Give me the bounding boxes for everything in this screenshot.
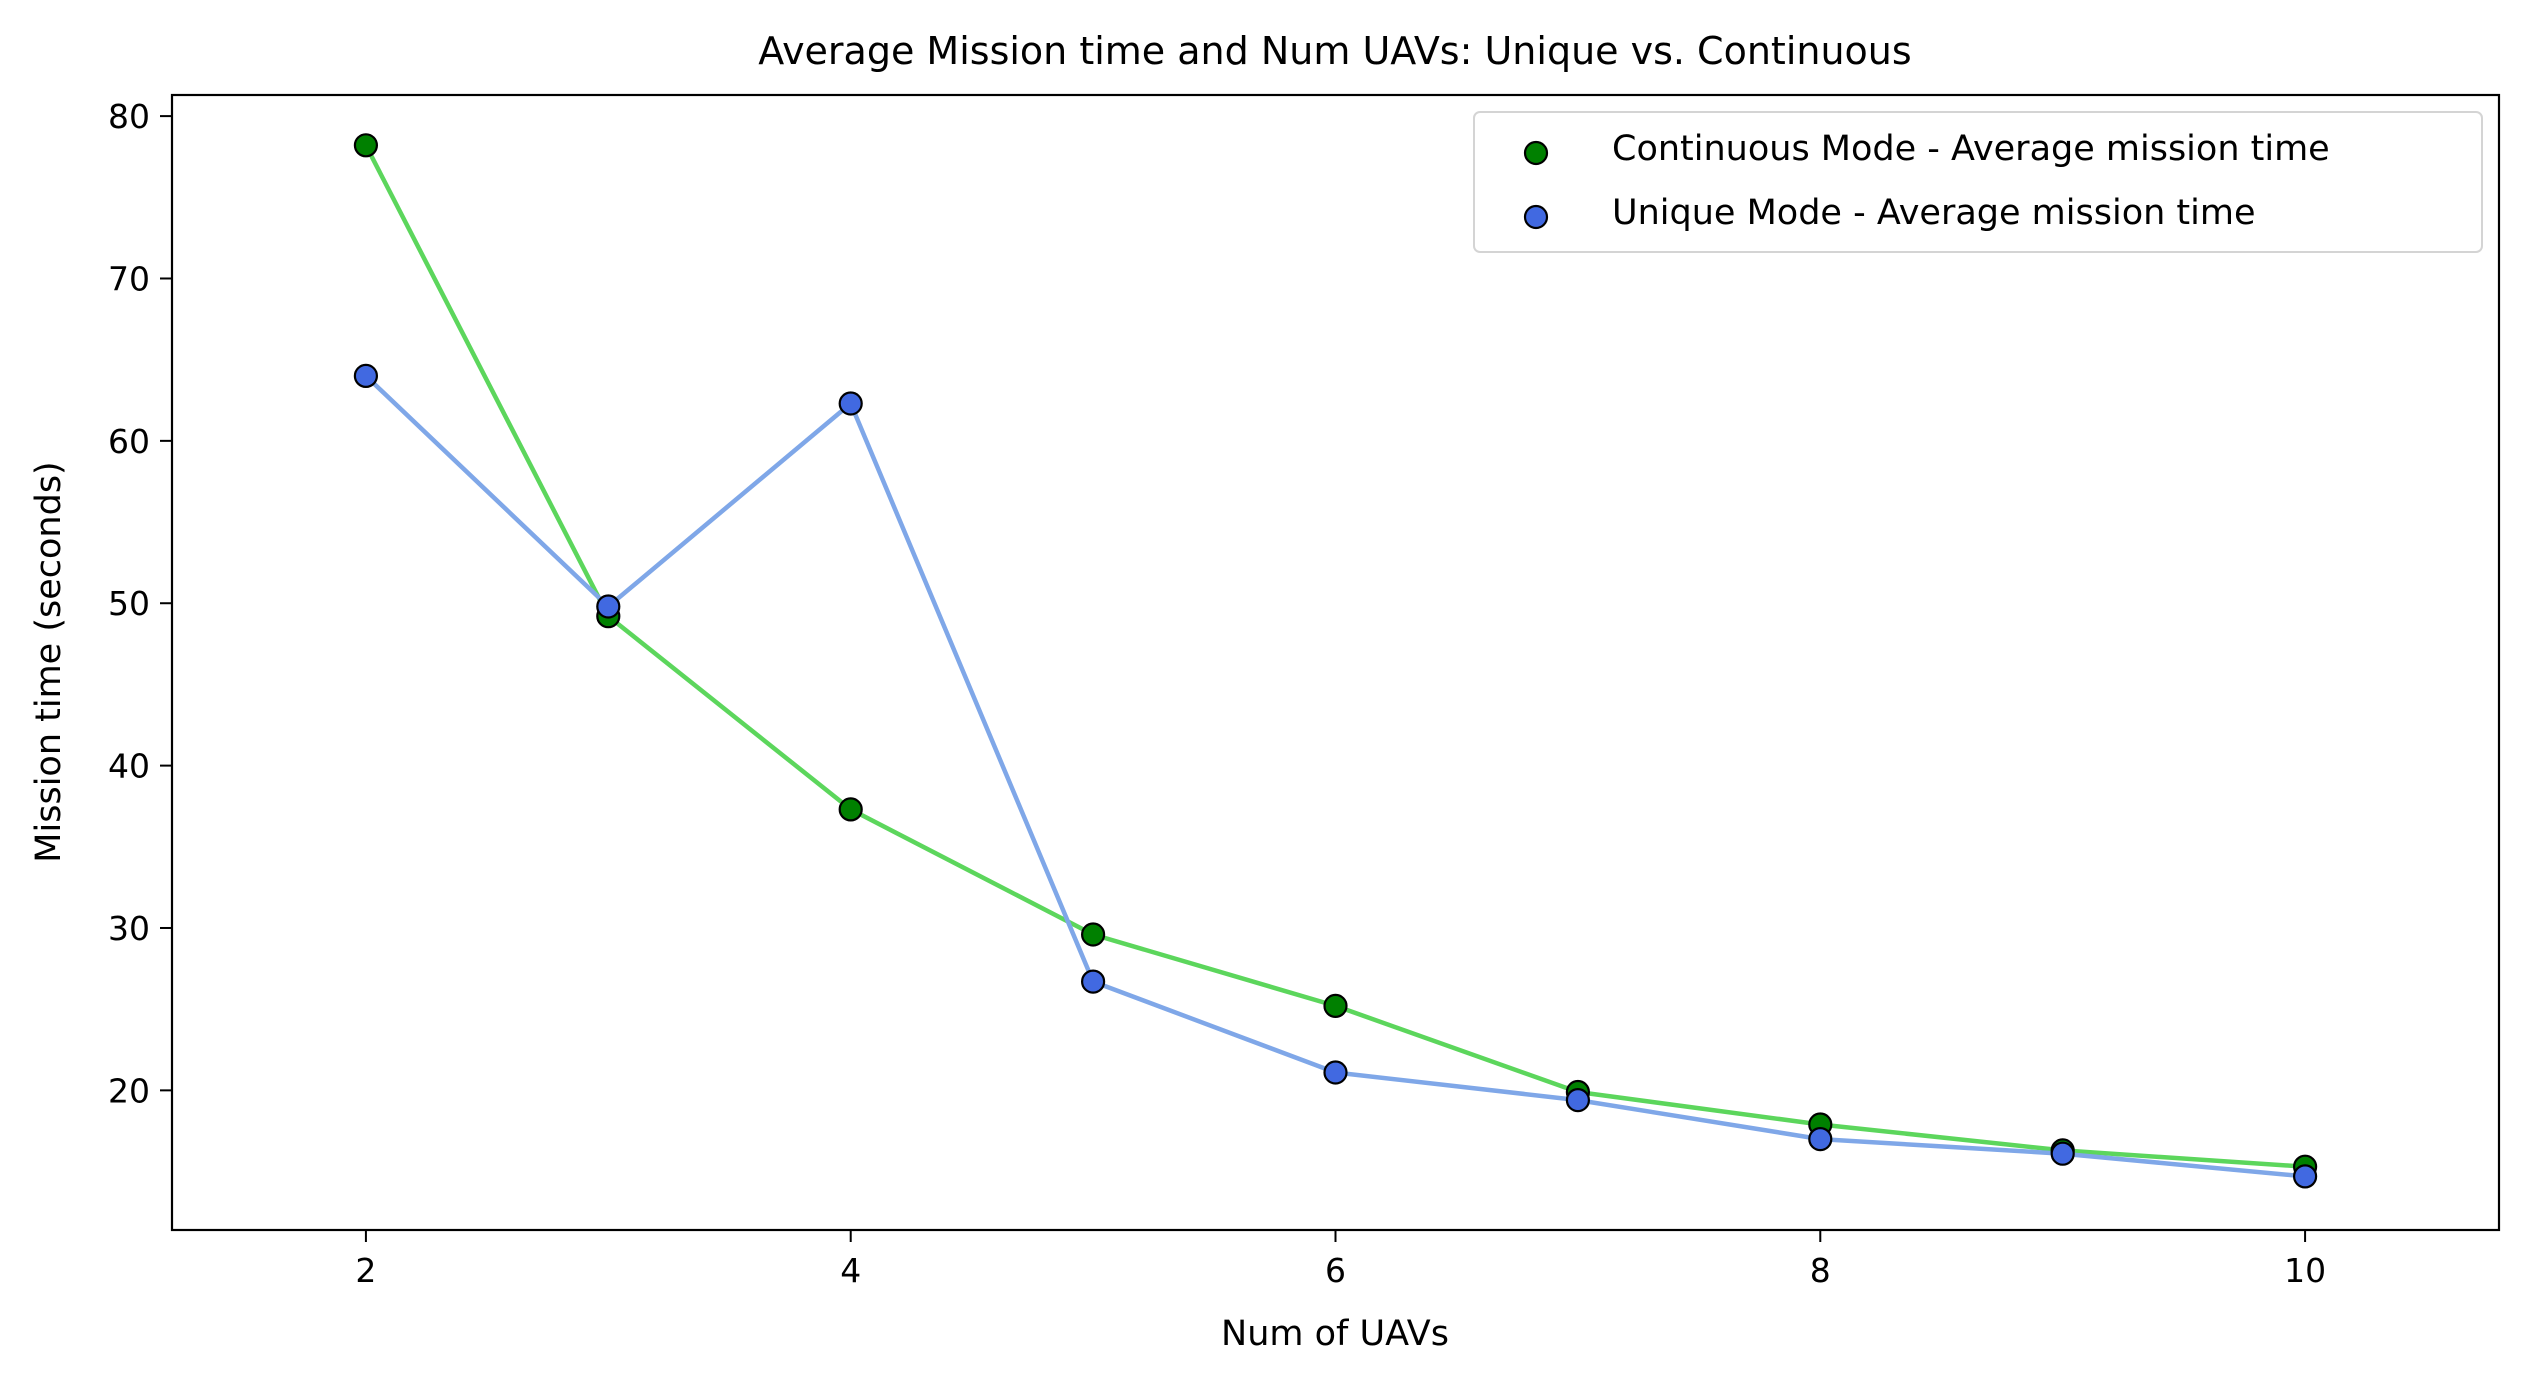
x-tick-label: 4: [840, 1251, 861, 1290]
data-point-unique-9: [2050, 1141, 2075, 1166]
y-axis: 20 30 40 50 60 70 80: [108, 97, 172, 1110]
data-point-unique-4: [838, 391, 863, 416]
x-axis-label: Num of UAVs: [1221, 1314, 1449, 1354]
legend-marker-unique: [1523, 204, 1549, 230]
data-point-continuous-6: [1323, 993, 1348, 1019]
y-tick-label: 20: [108, 1071, 150, 1110]
data-point-continuous-2: [353, 133, 378, 158]
data-point-unique-5: [1080, 969, 1106, 994]
legend-marker-continuous: [1523, 140, 1549, 166]
chart-title: Average Mission time and Num UAVs: Uniqu…: [758, 29, 1911, 73]
legend-box: [1473, 111, 2483, 253]
data-point-unique-8: [1808, 1126, 1833, 1152]
x-tick-label: 6: [1325, 1251, 1346, 1290]
data-point-unique-2: [353, 363, 378, 388]
y-tick-label: 30: [108, 909, 150, 948]
y-tick-label: 40: [108, 747, 150, 786]
x-axis: 2 4 6 8 10: [355, 1230, 2326, 1290]
y-axis-label: Mission time (seconds): [29, 461, 69, 862]
data-point-unique-7: [1565, 1087, 1591, 1113]
y-tick-label: 80: [108, 97, 150, 136]
data-point-unique-3: [596, 594, 621, 619]
legend-label-continuous: Continuous Mode - Average mission time: [1612, 129, 2330, 169]
series-layer: [353, 133, 2318, 1189]
x-tick-label: 10: [2284, 1251, 2326, 1290]
y-tick-label: 60: [108, 422, 150, 461]
x-tick-label: 8: [1810, 1251, 1831, 1290]
data-point-continuous-5: [1080, 922, 1106, 947]
data-point-continuous-4: [838, 797, 863, 822]
legend-label-unique: Unique Mode - Average mission time: [1612, 193, 2255, 233]
x-tick-label: 2: [355, 1251, 376, 1290]
data-point-unique-10: [2293, 1164, 2318, 1189]
legend: Continuous Mode - Average mission time U…: [1473, 111, 2483, 253]
y-tick-label: 50: [108, 584, 150, 623]
data-point-unique-6: [1323, 1060, 1348, 1085]
y-tick-label: 70: [108, 259, 150, 298]
